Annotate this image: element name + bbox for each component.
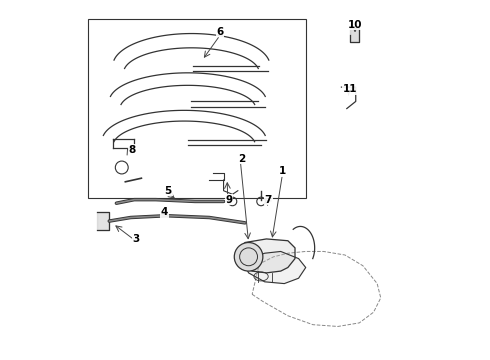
Text: 8: 8 [129,145,136,155]
Text: 4: 4 [161,207,168,217]
Polygon shape [350,28,359,42]
Polygon shape [240,239,295,273]
Bar [88,19,306,198]
Text: 7: 7 [265,195,272,204]
Circle shape [234,243,263,271]
Polygon shape [245,251,306,284]
Text: 11: 11 [343,84,358,94]
Text: 1: 1 [279,166,286,176]
Text: 5: 5 [165,186,172,196]
Text: 2: 2 [238,154,245,163]
Text: 10: 10 [348,19,362,30]
Text: 9: 9 [225,195,232,204]
Text: 6: 6 [217,27,223,37]
Polygon shape [97,212,109,230]
Text: 3: 3 [132,234,140,244]
